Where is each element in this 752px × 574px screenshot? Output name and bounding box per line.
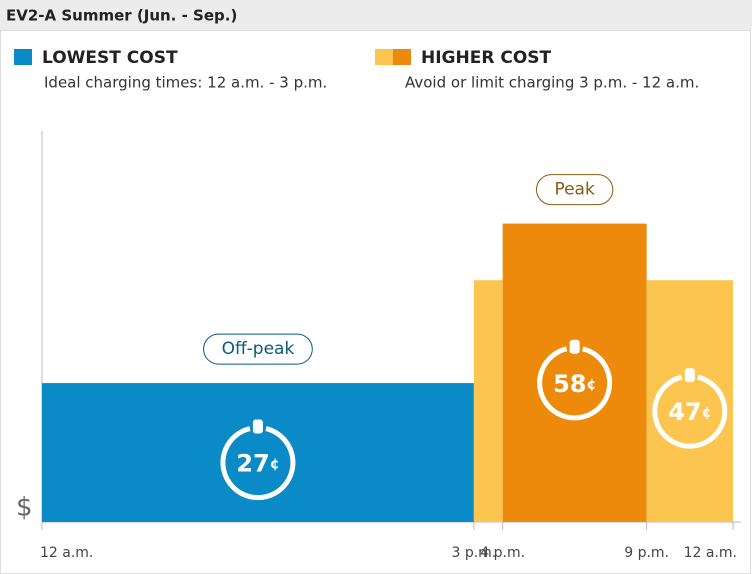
charge-icon-plug	[569, 339, 580, 354]
bar	[502, 223, 647, 522]
title-bar	[0, 0, 752, 30]
value-label: 47¢	[668, 398, 711, 426]
legend-description: Ideal charging times: 12 a.m. - 3 p.m.	[44, 74, 327, 92]
legend-swatch	[393, 49, 411, 65]
period-pill	[203, 333, 313, 365]
period-label: Off-peak	[222, 339, 295, 359]
period-label: Peak	[554, 180, 595, 200]
value-label: 58¢	[553, 370, 596, 398]
period-pill	[535, 174, 614, 206]
bar	[646, 280, 733, 522]
y-axis-label: $	[16, 493, 33, 523]
legend-swatch	[14, 49, 32, 65]
x-tick-label: 3 p.m.	[451, 545, 496, 561]
legend-name: LOWEST COST	[42, 48, 178, 68]
x-tick-label: 9 p.m.	[624, 545, 669, 561]
legend-description: Avoid or limit charging 3 p.m. - 12 a.m.	[405, 74, 699, 92]
x-tick-label: 4 p.m.	[480, 545, 525, 561]
charge-icon	[537, 346, 613, 421]
x-tick-label: 12 a.m.	[684, 545, 737, 561]
legend-swatch	[375, 49, 393, 65]
chart-title: EV2-A Summer (Jun. - Sep.)	[6, 7, 237, 25]
x-tick-label: 12 a.m.	[40, 545, 93, 561]
charge-icon	[220, 426, 296, 501]
charge-icon	[652, 374, 728, 449]
legend-name: HIGHER COST	[421, 48, 552, 68]
bar	[473, 280, 503, 522]
value-label: 27¢	[236, 450, 279, 478]
charge-icon-plug	[684, 368, 695, 383]
charge-icon-plug	[252, 419, 263, 434]
